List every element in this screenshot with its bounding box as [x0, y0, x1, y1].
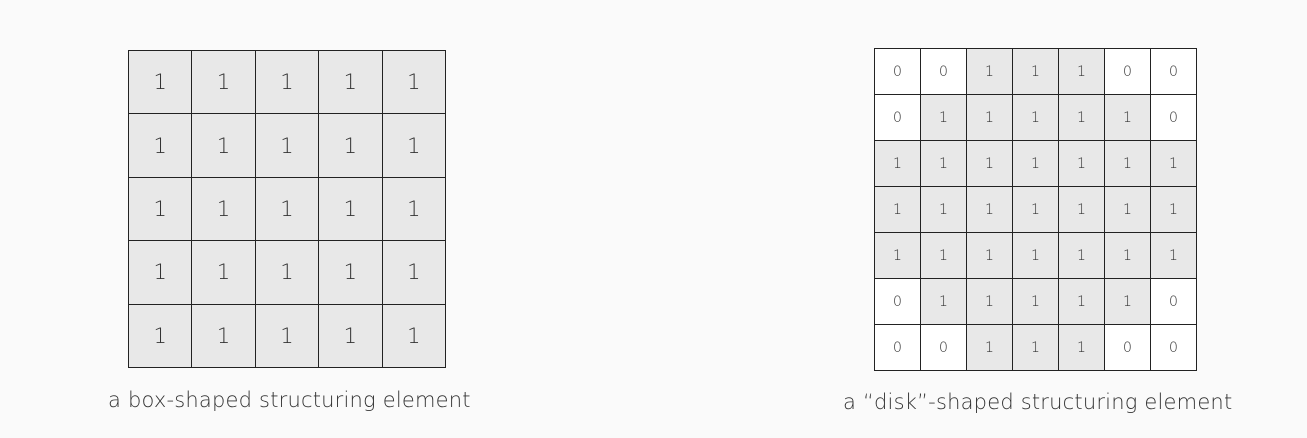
- disk-cell: 1: [1013, 141, 1059, 187]
- disk-cell: 1: [921, 279, 967, 325]
- disk-cell: 1: [1059, 325, 1105, 371]
- box-cell: 1: [192, 241, 256, 305]
- box-cell: 1: [382, 177, 446, 242]
- box-cell: 1: [129, 177, 193, 242]
- disk-cell: 1: [1105, 141, 1151, 187]
- disk-cell: 1: [1013, 187, 1059, 233]
- disk-cell: 1: [1059, 141, 1105, 187]
- box-cell: 1: [319, 51, 383, 115]
- disk-cell: 1: [967, 95, 1013, 141]
- disk-cell: 1: [1013, 95, 1059, 141]
- disk-cell: 0: [1151, 49, 1197, 95]
- box-cell: 1: [192, 51, 256, 115]
- disk-cell: 1: [1013, 233, 1059, 279]
- disk-cell: 1: [921, 141, 967, 187]
- box-cell: 1: [382, 51, 446, 115]
- disk-cell: 0: [1105, 325, 1151, 371]
- box-cell: 1: [129, 241, 193, 305]
- box-cell: 1: [192, 304, 256, 368]
- disk-cell: 1: [1013, 279, 1059, 325]
- disk-cell: 1: [1151, 141, 1197, 187]
- box-cell: 1: [319, 241, 383, 305]
- disk-cell: 0: [921, 49, 967, 95]
- disk-cell: 1: [967, 187, 1013, 233]
- disk-cell: 1: [1013, 325, 1059, 371]
- disk-cell: 1: [1059, 187, 1105, 233]
- box-cell: 1: [192, 114, 256, 178]
- disk-cell: 1: [875, 233, 921, 279]
- box-cell: 1: [255, 304, 320, 368]
- box-cell: 1: [382, 304, 446, 368]
- disk-cell: 0: [1151, 325, 1197, 371]
- disk-cell: 1: [921, 187, 967, 233]
- disk-cell: 1: [1105, 233, 1151, 279]
- box-caption: a box-shaped structuring element: [108, 388, 471, 412]
- disk-cell: 1: [875, 187, 921, 233]
- disk-cell: 1: [967, 141, 1013, 187]
- disk-cell: 1: [1059, 279, 1105, 325]
- box-cell: 1: [255, 51, 320, 115]
- box-cell: 1: [382, 114, 446, 178]
- disk-cell: 1: [1105, 187, 1151, 233]
- disk-cell: 0: [921, 325, 967, 371]
- disk-cell: 1: [1151, 233, 1197, 279]
- box-cell: 1: [319, 114, 383, 178]
- disk-cell: 1: [921, 233, 967, 279]
- box-cell: 1: [129, 114, 193, 178]
- disk-cell: 1: [1105, 95, 1151, 141]
- disk-cell: 0: [875, 279, 921, 325]
- disk-cell: 1: [1151, 187, 1197, 233]
- disk-cell: 1: [967, 233, 1013, 279]
- disk-cell: 1: [875, 141, 921, 187]
- disk-cell: 1: [1105, 279, 1151, 325]
- disk-caption: a “disk”-shaped structuring element: [843, 390, 1233, 414]
- disk-cell: 0: [1151, 279, 1197, 325]
- disk-cell: 1: [967, 49, 1013, 95]
- disk-cell: 0: [1105, 49, 1151, 95]
- disk-cell: 1: [967, 325, 1013, 371]
- box-cell: 1: [382, 241, 446, 305]
- disk-cell: 1: [967, 279, 1013, 325]
- box-cell: 1: [129, 51, 193, 115]
- disk-cell: 0: [875, 95, 921, 141]
- disk-cell: 0: [875, 325, 921, 371]
- disk-cell: 1: [1059, 233, 1105, 279]
- box-cell: 1: [319, 177, 383, 242]
- disk-cell: 1: [1059, 49, 1105, 95]
- box-cell: 1: [255, 241, 320, 305]
- box-cell: 1: [192, 177, 256, 242]
- box-cell: 1: [255, 177, 320, 242]
- disk-cell: 0: [1151, 95, 1197, 141]
- disk-cell: 0: [875, 49, 921, 95]
- disk-cell: 1: [1059, 95, 1105, 141]
- box-cell: 1: [319, 304, 383, 368]
- box-cell: 1: [255, 114, 320, 178]
- box-cell: 1: [129, 304, 193, 368]
- disk-cell: 1: [921, 95, 967, 141]
- disk-cell: 1: [1013, 49, 1059, 95]
